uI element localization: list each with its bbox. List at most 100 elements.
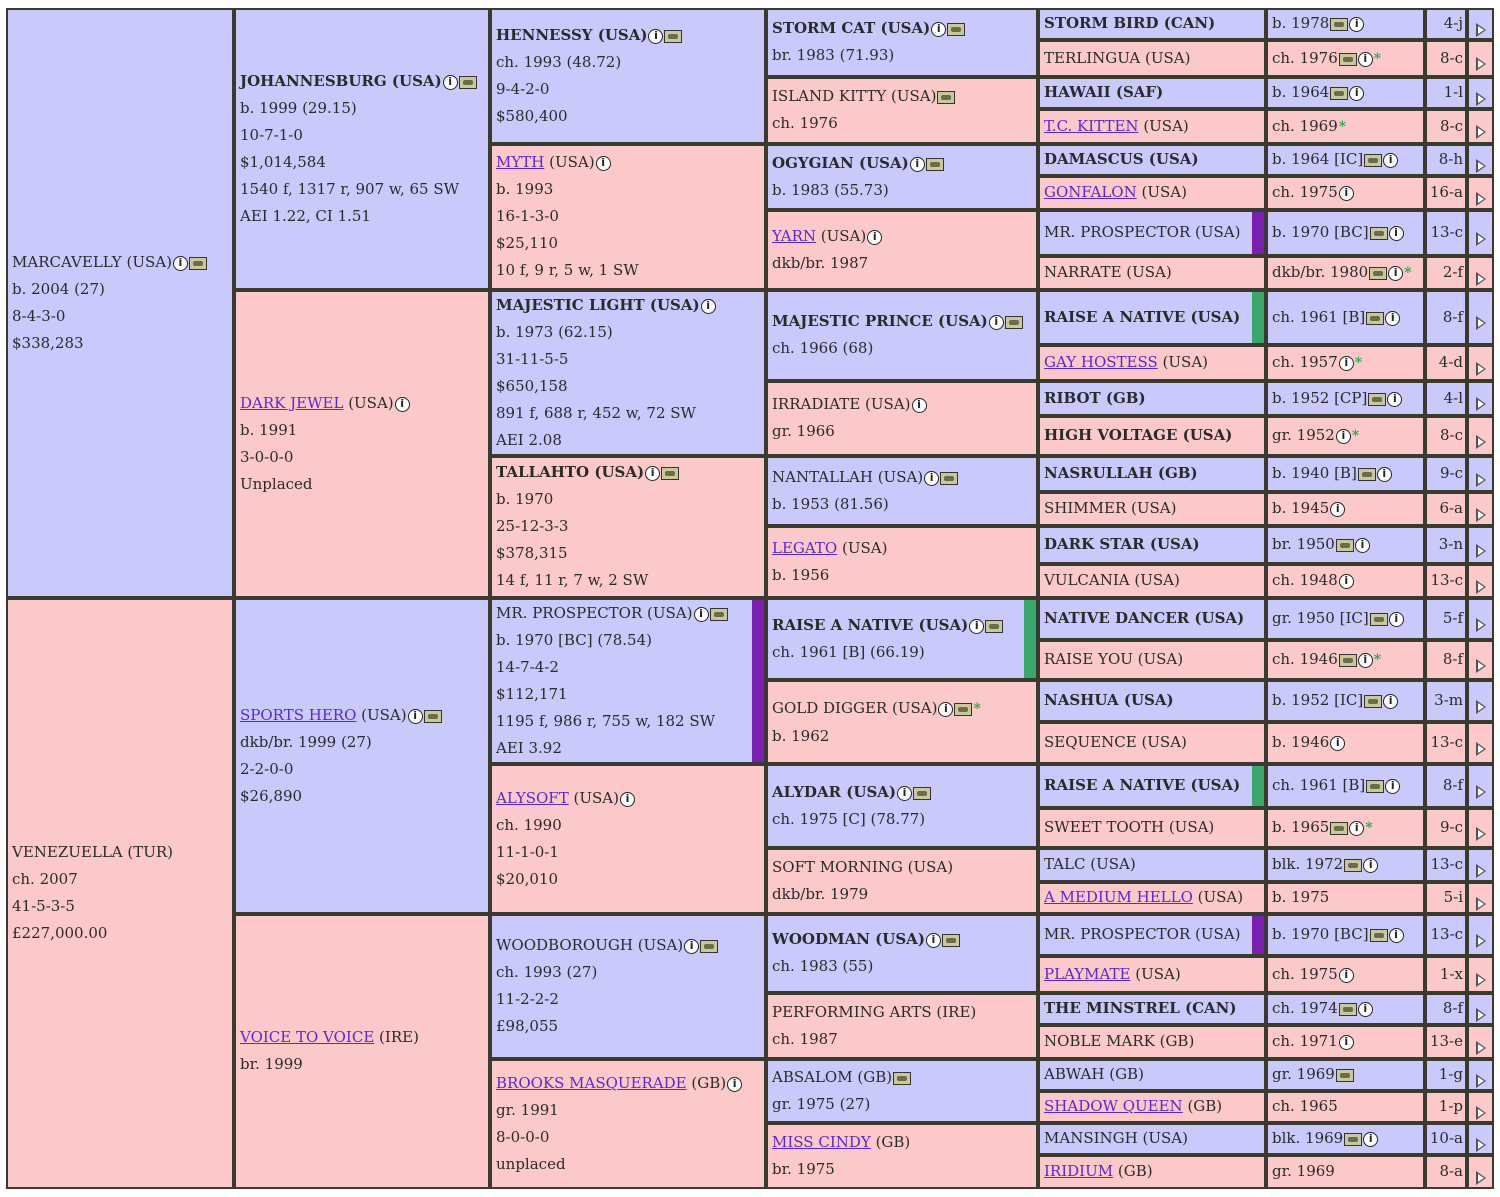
photo-icon[interactable] <box>1335 1068 1354 1082</box>
expand-arrow-icon[interactable] <box>1475 316 1486 330</box>
info-icon[interactable]: i <box>1338 1034 1354 1050</box>
expand-arrow-icon[interactable] <box>1475 192 1486 206</box>
photo-icon[interactable] <box>947 22 966 36</box>
horse-name-brooks-masquerade[interactable]: BROOKS MASQUERADE <box>496 1074 687 1092</box>
info-icon[interactable]: i <box>394 396 410 412</box>
info-icon[interactable]: i <box>1349 85 1365 101</box>
info-icon[interactable]: i <box>1357 652 1373 668</box>
info-icon[interactable]: i <box>931 21 947 37</box>
photo-icon[interactable] <box>913 786 932 800</box>
expand-arrow-cell[interactable] <box>1469 1061 1492 1089</box>
info-icon[interactable]: i <box>1349 820 1365 836</box>
horse-name-miss-cindy[interactable]: MISS CINDY <box>772 1133 871 1151</box>
info-icon[interactable]: i <box>645 465 661 481</box>
expand-arrow-cell[interactable] <box>1469 42 1492 75</box>
photo-icon[interactable] <box>937 90 956 104</box>
info-icon[interactable]: i <box>1338 355 1354 371</box>
horse-name-voice-to-voice[interactable]: VOICE TO VOICE <box>240 1028 375 1046</box>
expand-arrow-icon[interactable] <box>1475 232 1486 246</box>
info-icon[interactable]: i <box>897 785 913 801</box>
horse-name-playmate[interactable]: PLAYMATE <box>1044 965 1131 983</box>
horse-name-myth[interactable]: MYTH <box>496 153 545 171</box>
horse-name-sports-hero[interactable]: SPORTS HERO <box>240 706 357 724</box>
horse-name-shadow-queen[interactable]: SHADOW QUEEN <box>1044 1097 1183 1115</box>
photo-icon[interactable] <box>664 29 683 43</box>
photo-icon[interactable] <box>1364 153 1383 167</box>
photo-icon[interactable] <box>1369 928 1388 942</box>
info-icon[interactable]: i <box>1385 778 1401 794</box>
photo-icon[interactable] <box>940 471 959 485</box>
expand-arrow-cell[interactable] <box>1469 1157 1492 1187</box>
expand-arrow-cell[interactable] <box>1469 916 1492 954</box>
expand-arrow-icon[interactable] <box>1475 659 1486 673</box>
info-icon[interactable]: i <box>1385 310 1401 326</box>
info-icon[interactable]: i <box>619 791 635 807</box>
info-icon[interactable]: i <box>648 28 664 44</box>
expand-arrow-cell[interactable] <box>1469 884 1492 912</box>
expand-arrow-cell[interactable] <box>1469 958 1492 991</box>
expand-arrow-cell[interactable] <box>1469 1027 1492 1057</box>
photo-icon[interactable] <box>1330 17 1349 31</box>
photo-icon[interactable] <box>985 619 1004 633</box>
horse-name-iridium[interactable]: IRIDIUM <box>1044 1162 1114 1180</box>
expand-arrow-cell[interactable] <box>1469 212 1492 254</box>
expand-arrow-icon[interactable] <box>1475 397 1486 411</box>
horse-name-a-medium-hello[interactable]: A MEDIUM HELLO <box>1044 888 1193 906</box>
info-icon[interactable]: i <box>988 314 1004 330</box>
photo-icon[interactable] <box>925 157 944 171</box>
horse-name-legato[interactable]: LEGATO <box>772 539 838 557</box>
expand-arrow-cell[interactable] <box>1469 383 1492 414</box>
expand-arrow-icon[interactable] <box>1475 435 1486 449</box>
expand-arrow-icon[interactable] <box>1475 864 1486 878</box>
expand-arrow-icon[interactable] <box>1475 742 1486 756</box>
horse-name-t-c-kitten[interactable]: T.C. KITTEN <box>1044 117 1139 135</box>
info-icon[interactable]: i <box>1376 466 1392 482</box>
info-icon[interactable]: i <box>867 229 883 245</box>
expand-arrow-icon[interactable] <box>1475 973 1486 987</box>
info-icon[interactable]: i <box>1363 1131 1379 1147</box>
info-icon[interactable]: i <box>938 701 954 717</box>
photo-icon[interactable] <box>1335 538 1354 552</box>
info-icon[interactable]: i <box>925 932 941 948</box>
expand-arrow-icon[interactable] <box>1475 92 1486 106</box>
info-icon[interactable]: i <box>407 708 423 724</box>
info-icon[interactable]: i <box>1388 265 1404 281</box>
info-icon[interactable]: i <box>924 470 940 486</box>
horse-name-alysoft[interactable]: ALYSOFT <box>496 789 569 807</box>
photo-icon[interactable] <box>954 702 973 716</box>
photo-icon[interactable] <box>1338 52 1357 66</box>
expand-arrow-cell[interactable] <box>1469 528 1492 562</box>
photo-icon[interactable] <box>1344 1132 1363 1146</box>
expand-arrow-cell[interactable] <box>1469 111 1492 142</box>
info-icon[interactable]: i <box>1363 857 1379 873</box>
info-icon[interactable]: i <box>700 298 716 314</box>
info-icon[interactable]: i <box>442 74 458 90</box>
expand-arrow-cell[interactable] <box>1469 418 1492 454</box>
expand-arrow-icon[interactable] <box>1475 473 1486 487</box>
expand-arrow-icon[interactable] <box>1475 544 1486 558</box>
info-icon[interactable]: i <box>693 606 709 622</box>
expand-arrow-icon[interactable] <box>1475 1041 1486 1055</box>
expand-arrow-icon[interactable] <box>1475 700 1486 714</box>
info-icon[interactable]: i <box>1383 152 1399 168</box>
expand-arrow-icon[interactable] <box>1475 785 1486 799</box>
info-icon[interactable]: i <box>1338 185 1354 201</box>
expand-arrow-icon[interactable] <box>1475 1138 1486 1152</box>
expand-arrow-icon[interactable] <box>1475 580 1486 594</box>
info-icon[interactable]: i <box>1383 693 1399 709</box>
expand-arrow-cell[interactable] <box>1469 1125 1492 1153</box>
expand-arrow-cell[interactable] <box>1469 600 1492 638</box>
photo-icon[interactable] <box>709 607 728 621</box>
info-icon[interactable]: i <box>1354 537 1370 553</box>
expand-arrow-icon[interactable] <box>1475 23 1486 37</box>
expand-arrow-cell[interactable] <box>1469 810 1492 846</box>
expand-arrow-cell[interactable] <box>1469 258 1492 288</box>
photo-icon[interactable] <box>1330 821 1349 835</box>
expand-arrow-cell[interactable] <box>1469 178 1492 208</box>
info-icon[interactable]: i <box>595 155 611 171</box>
expand-arrow-cell[interactable] <box>1469 347 1492 379</box>
info-icon[interactable]: i <box>911 397 927 413</box>
photo-icon[interactable] <box>1366 311 1385 325</box>
expand-arrow-icon[interactable] <box>1475 934 1486 948</box>
info-icon[interactable]: i <box>727 1076 743 1092</box>
